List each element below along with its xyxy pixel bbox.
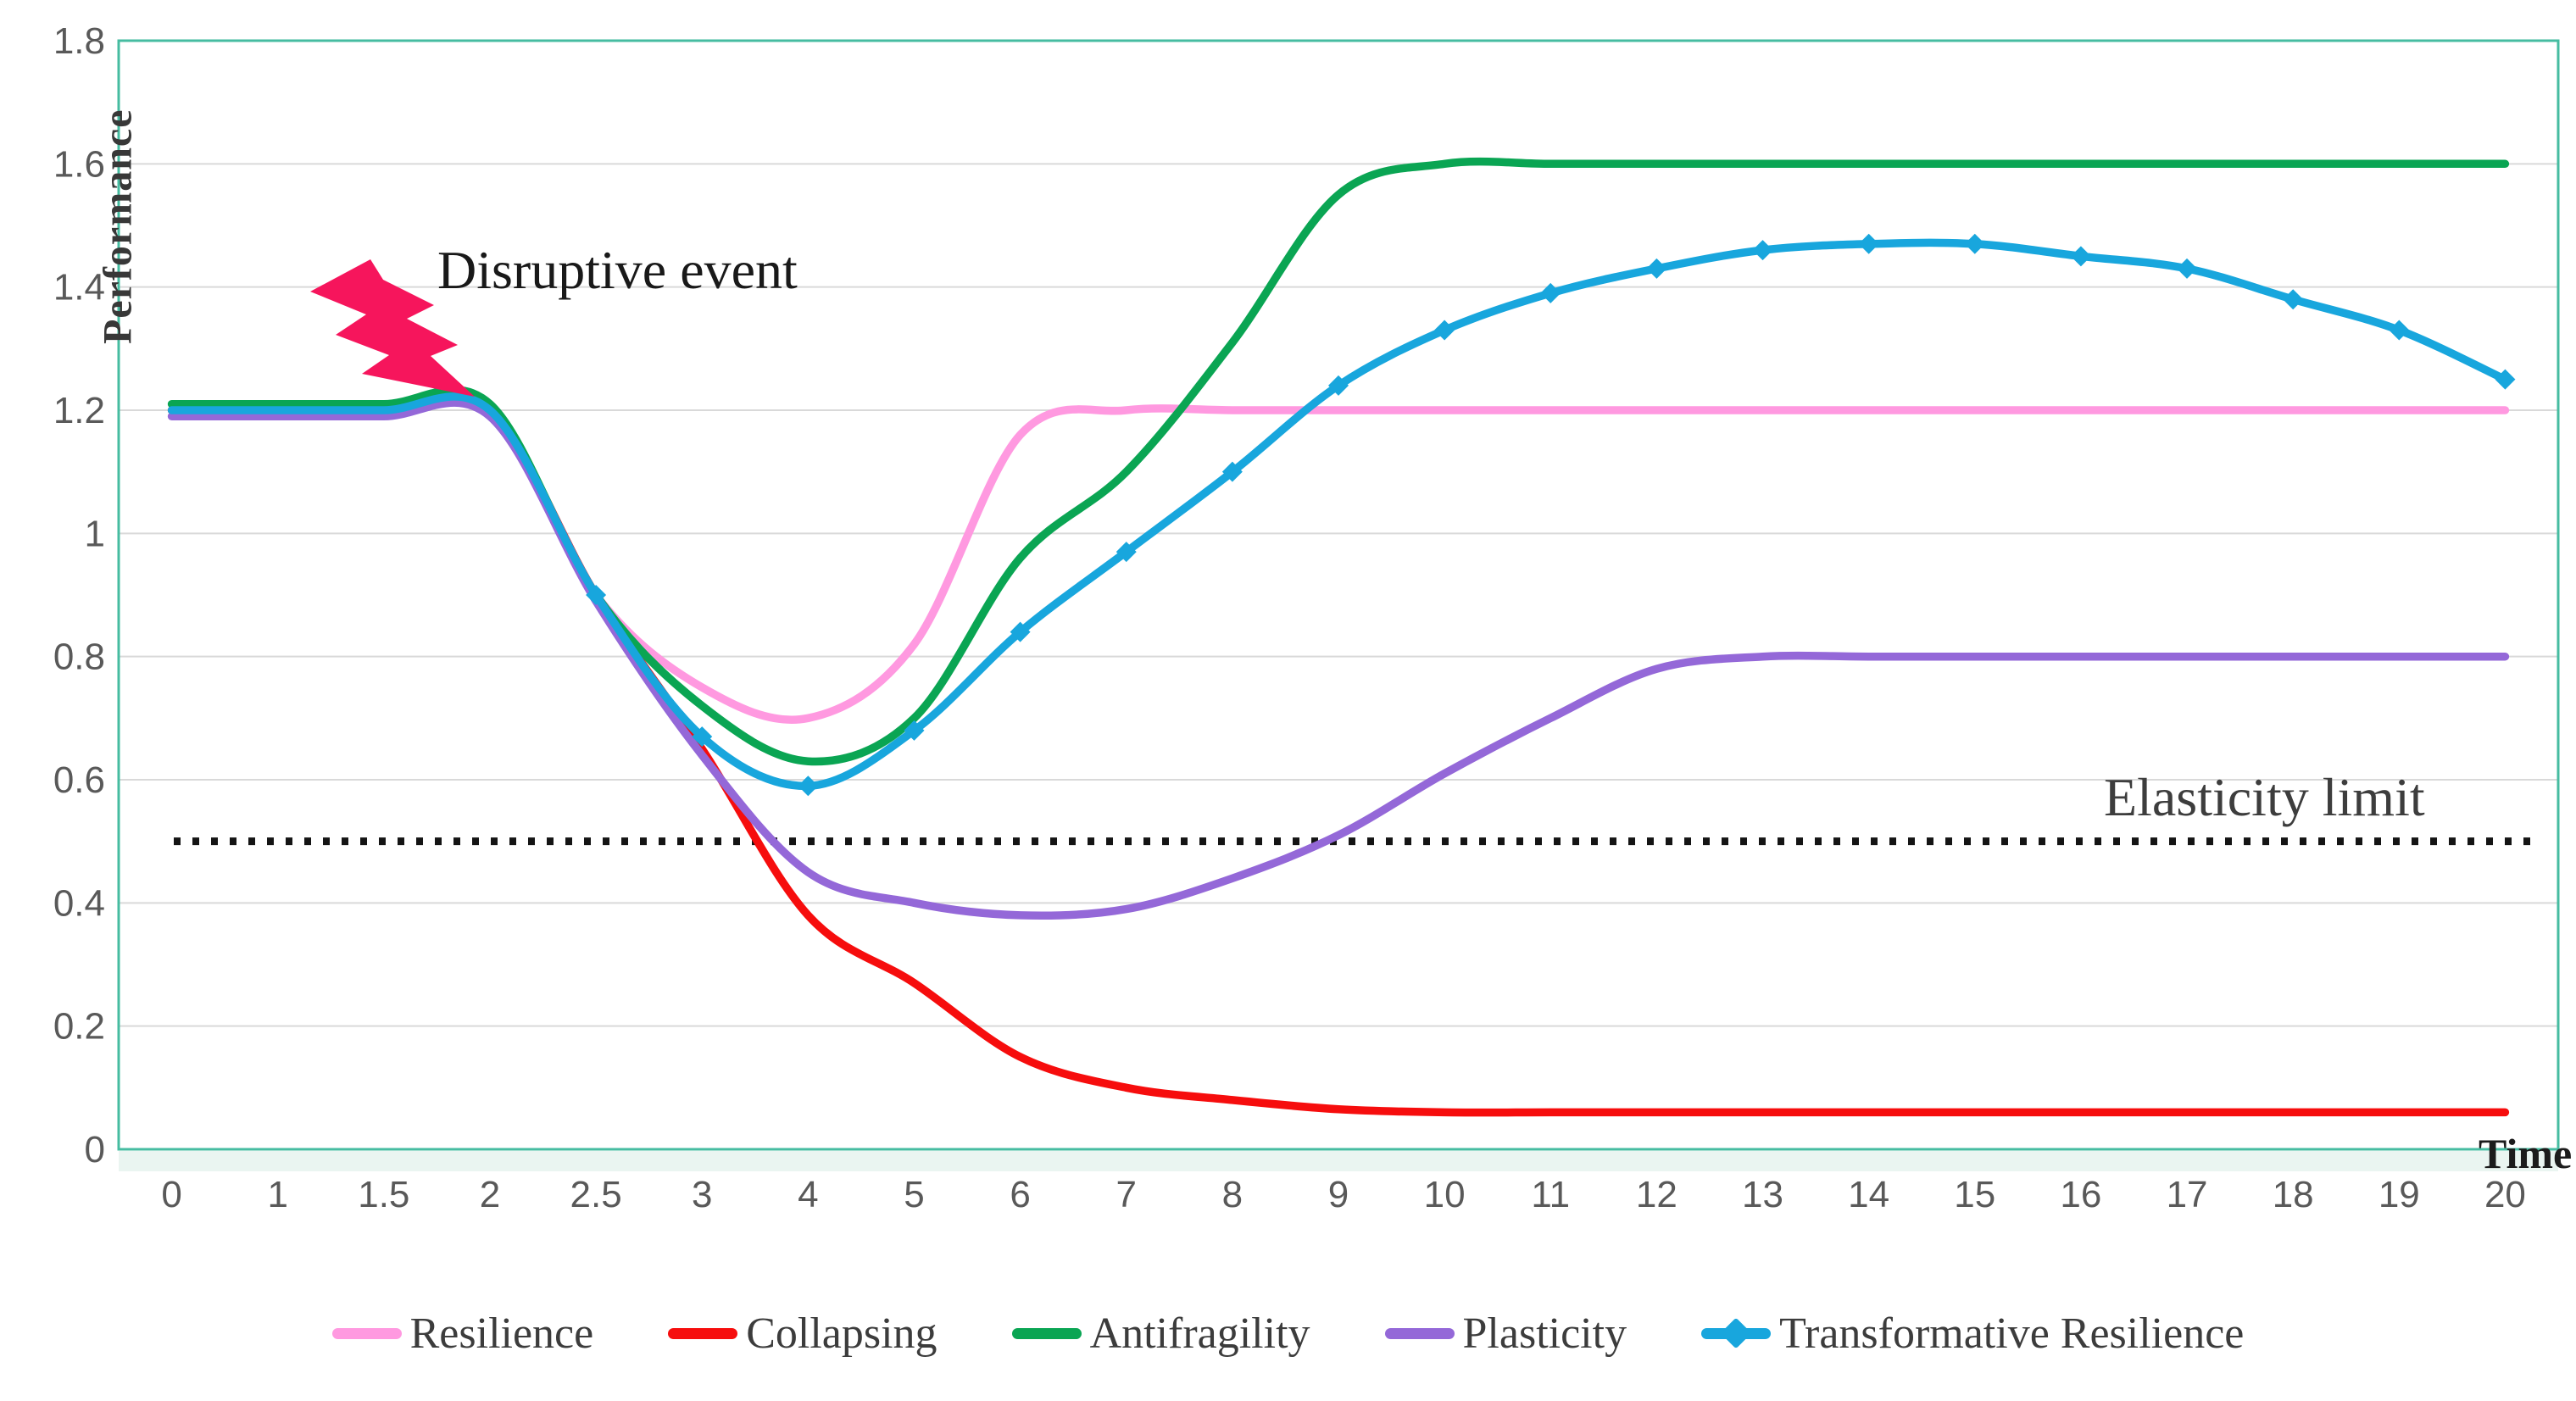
data-point-marker bbox=[2177, 258, 2198, 279]
data-point-marker bbox=[692, 726, 713, 748]
legend-item-transformative-resilience: Transformative Resilience bbox=[1701, 1309, 2244, 1359]
data-point-marker bbox=[1221, 461, 1243, 482]
data-point-marker bbox=[1010, 621, 1031, 642]
data-point-marker bbox=[904, 720, 925, 741]
legend: Resilience Collapsing Antifragility Plastic… bbox=[0, 1309, 2576, 1359]
legend-swatch-resilience bbox=[331, 1328, 402, 1339]
legend-item-collapsing: Collapsing bbox=[668, 1309, 937, 1359]
x-tick-label-20: 20 bbox=[2484, 1174, 2526, 1215]
x-axis-tick-labels: 0 1 1.5 2 2.5 3 4 5 6 7 8 9 10 11 12 13 14 15 16 17 18 19 20 bbox=[161, 1174, 2526, 1215]
y-axis-title: Performance bbox=[95, 108, 141, 344]
x-tick-label-18: 18 bbox=[2273, 1174, 2314, 1215]
data-point-marker bbox=[2283, 289, 2304, 310]
legend-item-plasticity: Plasticity bbox=[1384, 1309, 1627, 1359]
lightning-bolt-icon bbox=[310, 259, 475, 397]
legend-label-transformative-resilience: Transformative Resilience bbox=[1779, 1309, 2245, 1358]
y-tick-label-1.6: 1.6 bbox=[53, 143, 105, 185]
x-tick-label-2: 2 bbox=[480, 1174, 500, 1215]
y-axis-tick-labels: 1.8 1.6 1.4 1.2 1 0.8 0.6 0.4 0.2 0 bbox=[53, 20, 105, 1170]
data-point-marker bbox=[1964, 233, 1985, 254]
legend-marker-diamond-icon bbox=[1720, 1317, 1752, 1349]
x-tick-label-13: 13 bbox=[1742, 1174, 1783, 1215]
x-tick-label-9: 9 bbox=[1328, 1174, 1349, 1215]
x-tick-label-2.5: 2.5 bbox=[570, 1174, 622, 1215]
y-tick-label-0.4: 0.4 bbox=[53, 882, 105, 924]
under-axis-band bbox=[119, 1151, 2558, 1171]
data-point-marker bbox=[1858, 233, 1879, 254]
x-tick-label-5: 5 bbox=[904, 1174, 924, 1215]
x-tick-label-15: 15 bbox=[1954, 1174, 1995, 1215]
legend-swatch-antifragility bbox=[1011, 1328, 1082, 1339]
x-tick-label-17: 17 bbox=[2167, 1174, 2208, 1215]
x-tick-label-10: 10 bbox=[1424, 1174, 1466, 1215]
x-tick-label-19: 19 bbox=[2378, 1174, 2420, 1215]
x-tick-label-6: 6 bbox=[1010, 1174, 1030, 1215]
x-tick-label-14: 14 bbox=[1848, 1174, 1889, 1215]
x-tick-label-1: 1 bbox=[267, 1174, 287, 1215]
legend-item-resilience: Resilience bbox=[331, 1309, 594, 1359]
x-axis-title: Time bbox=[2479, 1130, 2573, 1177]
legend-label-resilience: Resilience bbox=[409, 1309, 594, 1358]
data-point-marker bbox=[1752, 240, 1773, 261]
x-tick-label-0: 0 bbox=[161, 1174, 181, 1215]
x-tick-label-7: 7 bbox=[1116, 1174, 1136, 1215]
y-tick-label-1.2: 1.2 bbox=[53, 390, 105, 431]
data-point-marker bbox=[1646, 258, 1667, 279]
x-tick-label-12: 12 bbox=[1636, 1174, 1677, 1215]
x-tick-label-8: 8 bbox=[1222, 1174, 1243, 1215]
legend-swatch-plasticity bbox=[1384, 1328, 1455, 1339]
disruptive-event-label: Disruptive event bbox=[437, 240, 798, 300]
data-point-marker bbox=[2495, 369, 2516, 390]
data-point-marker bbox=[798, 776, 819, 797]
data-point-marker bbox=[2070, 246, 2091, 267]
legend-item-antifragility: Antifragility bbox=[1011, 1309, 1310, 1359]
data-point-marker bbox=[1116, 542, 1137, 563]
data-point-marker bbox=[2389, 320, 2410, 341]
data-point-marker bbox=[586, 585, 607, 605]
plot-frame bbox=[117, 39, 2560, 1151]
y-tick-label-0: 0 bbox=[85, 1129, 105, 1170]
x-tick-label-1.5: 1.5 bbox=[358, 1174, 409, 1215]
x-tick-label-3: 3 bbox=[692, 1174, 712, 1215]
legend-swatch-transformative-resilience bbox=[1701, 1317, 1772, 1349]
y-tick-label-1.4: 1.4 bbox=[53, 267, 105, 309]
series-line-collapsing bbox=[167, 392, 2510, 1117]
x-tick-label-11: 11 bbox=[1531, 1174, 1570, 1215]
y-tick-label-0.2: 0.2 bbox=[53, 1006, 105, 1048]
y-tick-label-1: 1 bbox=[85, 513, 105, 554]
legend-label-antifragility: Antifragility bbox=[1089, 1309, 1310, 1358]
x-tick-label-16: 16 bbox=[2060, 1174, 2101, 1215]
legend-label-plasticity: Plasticity bbox=[1462, 1309, 1627, 1358]
data-point-marker bbox=[1540, 282, 1561, 303]
data-point-marker bbox=[1434, 320, 1455, 341]
lightning-bolt-shape bbox=[310, 259, 475, 397]
series-line-transformative-resilience bbox=[167, 238, 2510, 791]
legend-swatch-collapsing bbox=[668, 1328, 738, 1339]
data-point-marker bbox=[1328, 375, 1349, 396]
x-tick-label-4: 4 bbox=[798, 1174, 818, 1215]
y-tick-label-0.6: 0.6 bbox=[53, 759, 105, 801]
legend-label-collapsing: Collapsing bbox=[746, 1309, 937, 1358]
y-tick-label-0.8: 0.8 bbox=[53, 637, 105, 678]
y-tick-label-1.8: 1.8 bbox=[53, 20, 105, 62]
elasticity-limit-label: Elasticity limit bbox=[2104, 767, 2425, 827]
series-markers-transformative-resilience bbox=[586, 233, 2516, 797]
